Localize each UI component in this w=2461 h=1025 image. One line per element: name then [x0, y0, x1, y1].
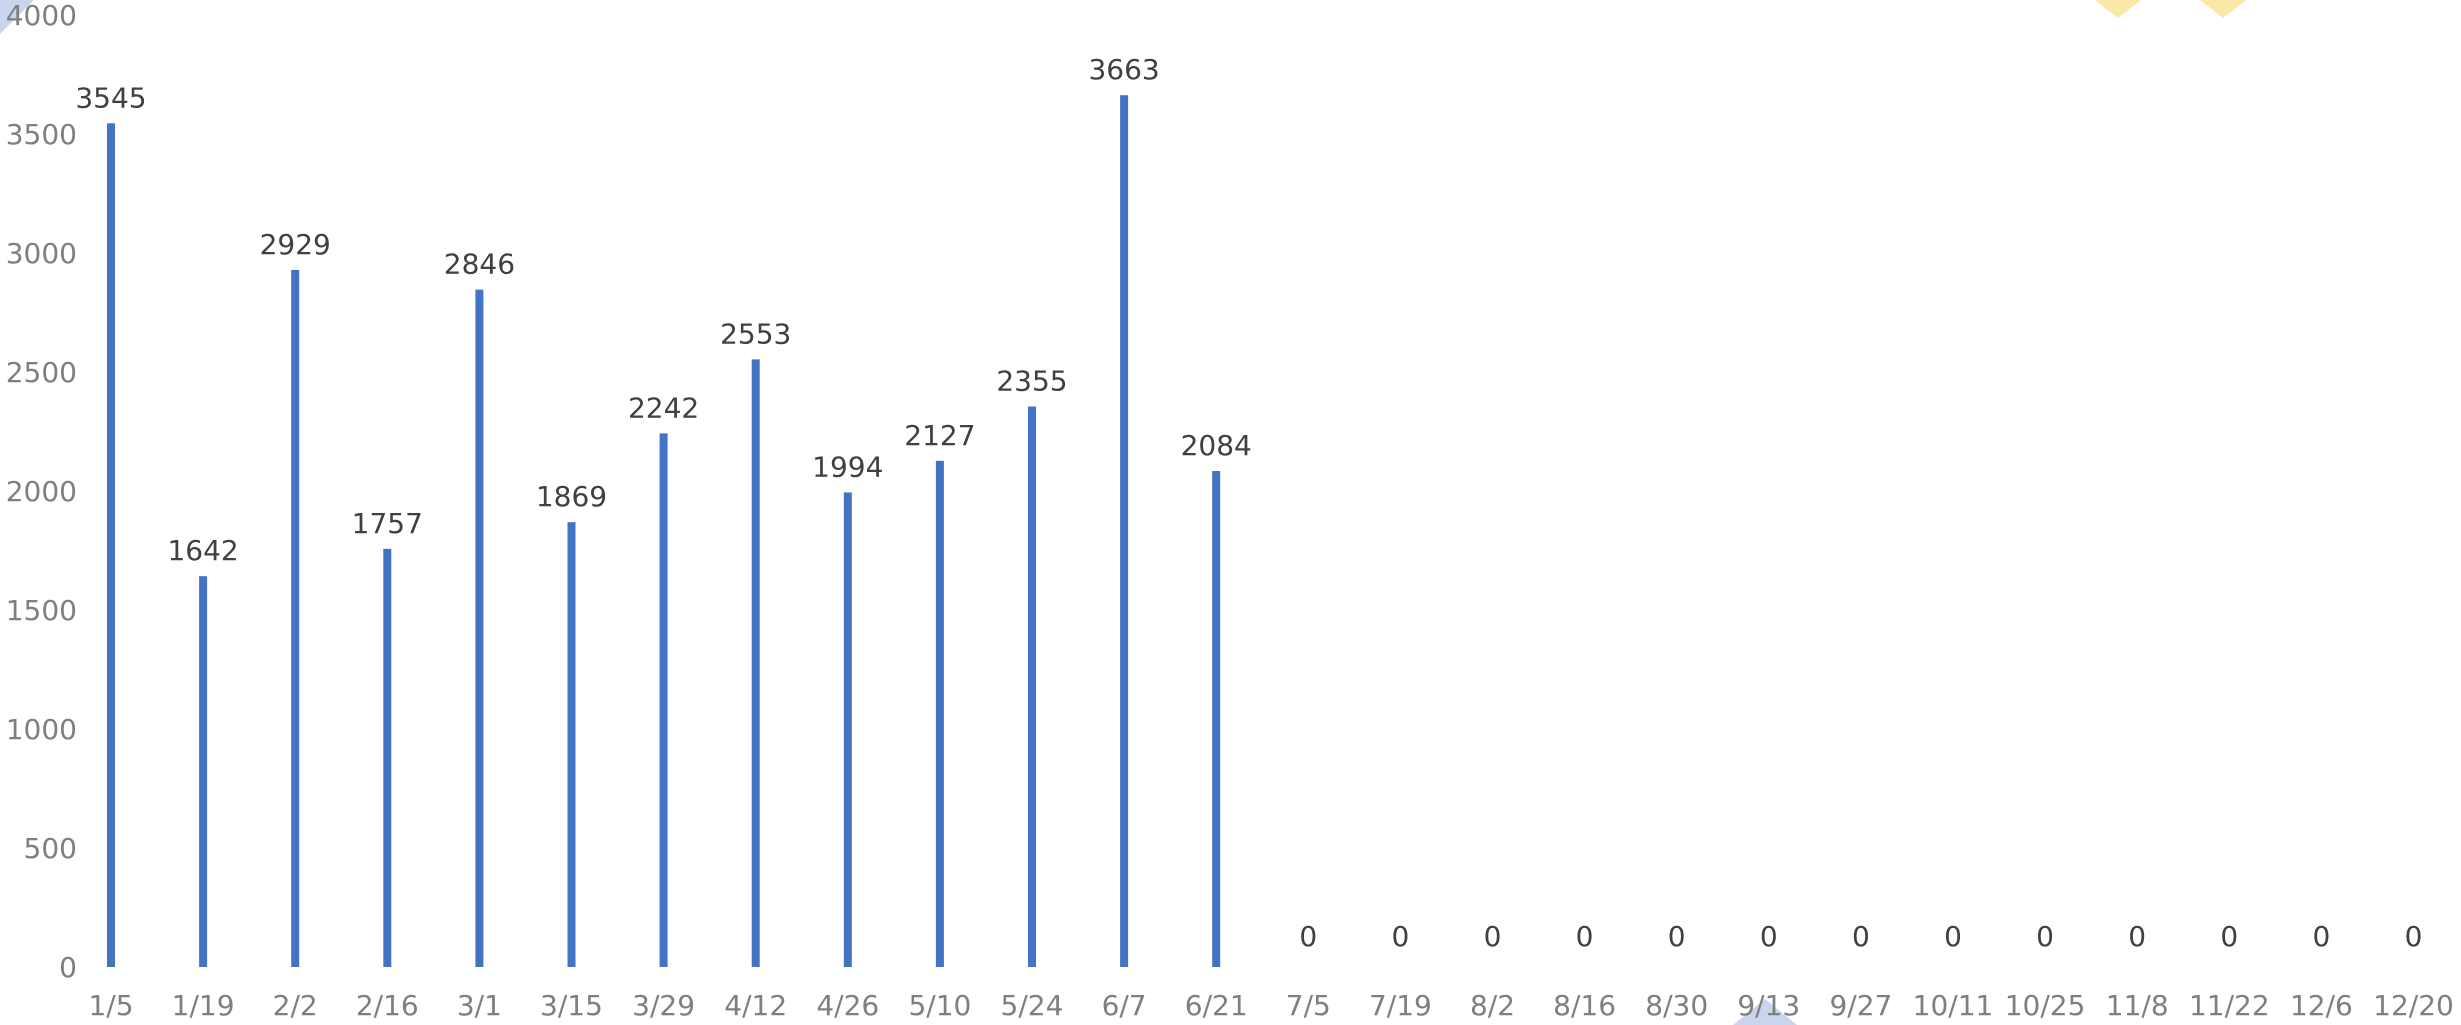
bar: [843, 492, 852, 967]
y-tick-label: 4000: [6, 0, 77, 32]
data-label: 1869: [536, 480, 607, 513]
bar: [107, 123, 115, 968]
x-tick-label: 11/8: [2106, 989, 2169, 1022]
corner-blue-shape: [0, 0, 34, 34]
data-label: 3545: [75, 81, 146, 114]
y-tick-label: 3500: [6, 118, 77, 151]
bar: [659, 433, 668, 967]
x-tick-label: 10/25: [2005, 989, 2086, 1022]
x-tick-label: 4/26: [816, 989, 879, 1022]
data-label: 0: [1299, 920, 1317, 953]
bar: [1212, 471, 1221, 967]
x-tick-label: 6/21: [1185, 989, 1248, 1022]
data-label: 3663: [1088, 53, 1159, 86]
x-tick-label: 2/16: [356, 989, 419, 1022]
data-label: 0: [2036, 920, 2054, 953]
bar: [291, 269, 300, 967]
data-label: 0: [2312, 920, 2330, 953]
data-label: 0: [2405, 920, 2423, 953]
data-label: 0: [2128, 920, 2146, 953]
data-label: 2929: [260, 228, 331, 261]
x-tick-label: 5/10: [908, 989, 971, 1022]
data-label: 2084: [1181, 429, 1252, 462]
bars: [107, 95, 1221, 968]
yellow-diamond-shape: [2200, 0, 2246, 18]
x-tick-label: 3/29: [632, 989, 695, 1022]
data-label: 0: [1576, 920, 1594, 953]
x-tick-label: 12/20: [2373, 989, 2454, 1022]
bar: [1120, 95, 1129, 968]
x-tick-label: 5/24: [1001, 989, 1064, 1022]
x-tick-label: 3/1: [457, 989, 502, 1022]
x-tick-label: 1/5: [88, 989, 133, 1022]
x-tick-label: 1/19: [172, 989, 235, 1022]
data-label: 0: [1760, 920, 1778, 953]
y-axis-ticks: 0 500 1000 1500 2000 2500 3000 3500 4000: [6, 0, 77, 984]
x-tick-label: 8/30: [1645, 989, 1708, 1022]
data-label: 0: [1852, 920, 1870, 953]
y-tick-label: 2500: [6, 356, 77, 389]
data-label: 0: [2220, 920, 2238, 953]
x-tick-label: 4/12: [724, 989, 787, 1022]
bar: [751, 359, 760, 967]
blue-diamond-shape: [1733, 999, 1797, 1025]
data-label: 2846: [444, 248, 515, 281]
y-tick-label: 1000: [6, 713, 77, 746]
y-tick-label: 2000: [6, 475, 77, 508]
x-tick-label: 8/2: [1470, 989, 1515, 1022]
x-tick-label: 9/13: [1737, 989, 1800, 1022]
data-label: 0: [1668, 920, 1686, 953]
yellow-diamond-shape: [2095, 0, 2141, 18]
data-label: 2355: [996, 365, 1067, 398]
y-tick-label: 1500: [6, 594, 77, 627]
decorative-shapes: [0, 0, 2246, 1025]
x-tick-label: 7/5: [1286, 989, 1331, 1022]
bar: [475, 289, 484, 968]
x-tick-label: 12/6: [2290, 989, 2353, 1022]
data-labels: 3545 1642 2929 1757 2846 1869 2242 2553 1994 2127…: [75, 53, 2422, 953]
x-axis-ticks: 1/5 1/19 2/2 2/16 3/1 3/15 3/29 4/12 4/26 5/10 5/2…: [88, 989, 2453, 1022]
x-tick-label: 9/27: [1829, 989, 1892, 1022]
x-tick-label: 11/22: [2189, 989, 2270, 1022]
bar: [199, 576, 208, 967]
bar: [935, 460, 944, 967]
data-label: 1642: [167, 534, 238, 567]
x-tick-label: 3/15: [540, 989, 603, 1022]
bar: [383, 548, 392, 967]
y-tick-label: 500: [24, 832, 77, 865]
x-tick-label: 6/7: [1102, 989, 1147, 1022]
y-tick-label: 3000: [6, 237, 77, 270]
x-tick-label: 7/19: [1369, 989, 1432, 1022]
x-tick-label: 8/16: [1553, 989, 1616, 1022]
data-label: 0: [1391, 920, 1409, 953]
bar: [1028, 406, 1036, 967]
data-label: 2553: [720, 317, 791, 350]
x-tick-label: 10/11: [1913, 989, 1994, 1022]
data-label: 0: [1484, 920, 1502, 953]
data-label: 2242: [628, 391, 699, 424]
y-tick-label: 0: [59, 951, 77, 984]
data-label: 1994: [812, 450, 883, 483]
data-label: 1757: [352, 507, 423, 540]
data-label: 0: [1944, 920, 1962, 953]
bar: [567, 522, 576, 967]
data-label: 2127: [904, 419, 975, 452]
x-tick-label: 2/2: [273, 989, 318, 1022]
